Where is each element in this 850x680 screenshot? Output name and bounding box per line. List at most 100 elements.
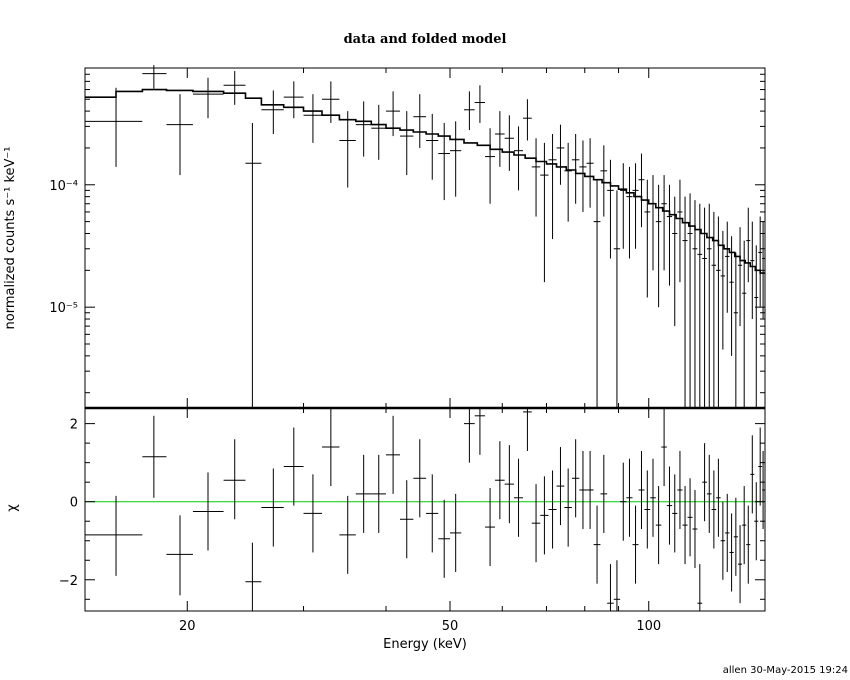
x-tick-label-20: 20 — [179, 619, 196, 634]
residual-point — [650, 458, 656, 537]
data-point — [413, 94, 427, 148]
residual-point — [495, 441, 505, 520]
data-point — [540, 142, 549, 283]
data-point — [650, 175, 656, 271]
data-point — [355, 101, 372, 157]
data-point — [531, 138, 541, 217]
residual-point — [632, 505, 639, 584]
data-point — [716, 216, 721, 408]
data-point — [564, 142, 572, 222]
residual-point — [142, 415, 167, 498]
data-point — [571, 133, 580, 204]
residual-point — [355, 454, 372, 533]
chart-title: data and folded model — [344, 32, 507, 47]
residual-point — [413, 439, 427, 518]
residual-point — [742, 486, 747, 565]
data-point — [750, 221, 755, 320]
data-point — [682, 196, 688, 408]
residual-point — [754, 482, 759, 561]
residual-point — [474, 408, 486, 455]
data-point — [733, 252, 738, 408]
residual-point — [729, 513, 734, 592]
data-point — [706, 203, 712, 408]
data-point — [746, 207, 751, 283]
data-point — [666, 184, 673, 286]
data-point — [523, 99, 532, 141]
chi-tick-label-0: 0 — [70, 496, 78, 511]
residual-point — [192, 472, 224, 551]
data-point — [513, 126, 524, 191]
data-point — [600, 145, 608, 217]
data-point — [754, 245, 759, 408]
residual-point — [720, 501, 726, 580]
residual-point — [166, 515, 193, 596]
data-point — [245, 122, 262, 408]
residual-point — [586, 450, 594, 530]
data-point — [702, 207, 707, 408]
data-point — [661, 175, 667, 271]
residual-point — [758, 427, 763, 506]
data-point — [261, 90, 284, 134]
residual-point — [571, 439, 580, 518]
data-point — [697, 203, 703, 408]
data-point — [672, 196, 678, 327]
residual-point — [706, 454, 712, 533]
residual-point — [564, 468, 572, 547]
residual-point — [746, 505, 751, 584]
residual-point — [702, 443, 707, 522]
chi-tick-label-2: 2 — [70, 418, 78, 433]
residual-point — [593, 505, 601, 584]
data-point — [474, 85, 486, 123]
data-point — [626, 166, 633, 259]
data-point — [556, 124, 565, 185]
data-point — [485, 128, 496, 204]
data-point — [142, 65, 167, 89]
data-point — [692, 200, 698, 408]
residual-panel — [84, 407, 766, 612]
data-point — [711, 211, 717, 408]
residual-point — [339, 495, 356, 574]
data-point — [166, 94, 193, 176]
residual-point — [322, 408, 340, 487]
data-point — [586, 138, 594, 208]
residual-point — [682, 486, 688, 565]
spectrum-panel-frame — [84, 67, 766, 409]
data-point — [593, 179, 601, 408]
data-point — [638, 153, 645, 228]
residual-point — [620, 462, 627, 541]
data-point — [322, 81, 340, 123]
residual-point — [400, 480, 414, 559]
data-point — [303, 94, 323, 143]
data-point — [339, 111, 356, 188]
residual-point — [531, 484, 541, 563]
residual-point — [371, 454, 387, 533]
residual-point — [513, 458, 524, 537]
x-tick-label-50: 50 — [442, 619, 459, 634]
data-point — [449, 121, 462, 197]
residual-point — [672, 474, 678, 553]
residual-point — [504, 445, 514, 524]
data-point — [687, 193, 693, 408]
residual-point — [485, 488, 496, 567]
residual-point — [607, 564, 614, 611]
residual-point — [613, 560, 621, 611]
residual-point — [725, 493, 730, 572]
spectrum-panel — [84, 65, 766, 409]
residual-point — [733, 497, 738, 576]
data-point — [400, 111, 414, 176]
residual-point — [716, 458, 721, 537]
data-point — [644, 179, 651, 298]
residual-axis-ticks — [85, 408, 765, 611]
residual-point — [303, 474, 323, 553]
data-point — [620, 163, 627, 249]
residual-point — [463, 408, 475, 463]
residual-point — [687, 478, 693, 557]
residual-point — [644, 470, 651, 549]
data-point — [283, 81, 304, 119]
y-tick-label-1e-5: 10⁻⁵ — [49, 301, 78, 316]
residual-point — [750, 435, 755, 514]
data-point — [613, 190, 621, 408]
residual-point — [655, 486, 662, 565]
data-point — [758, 216, 763, 308]
